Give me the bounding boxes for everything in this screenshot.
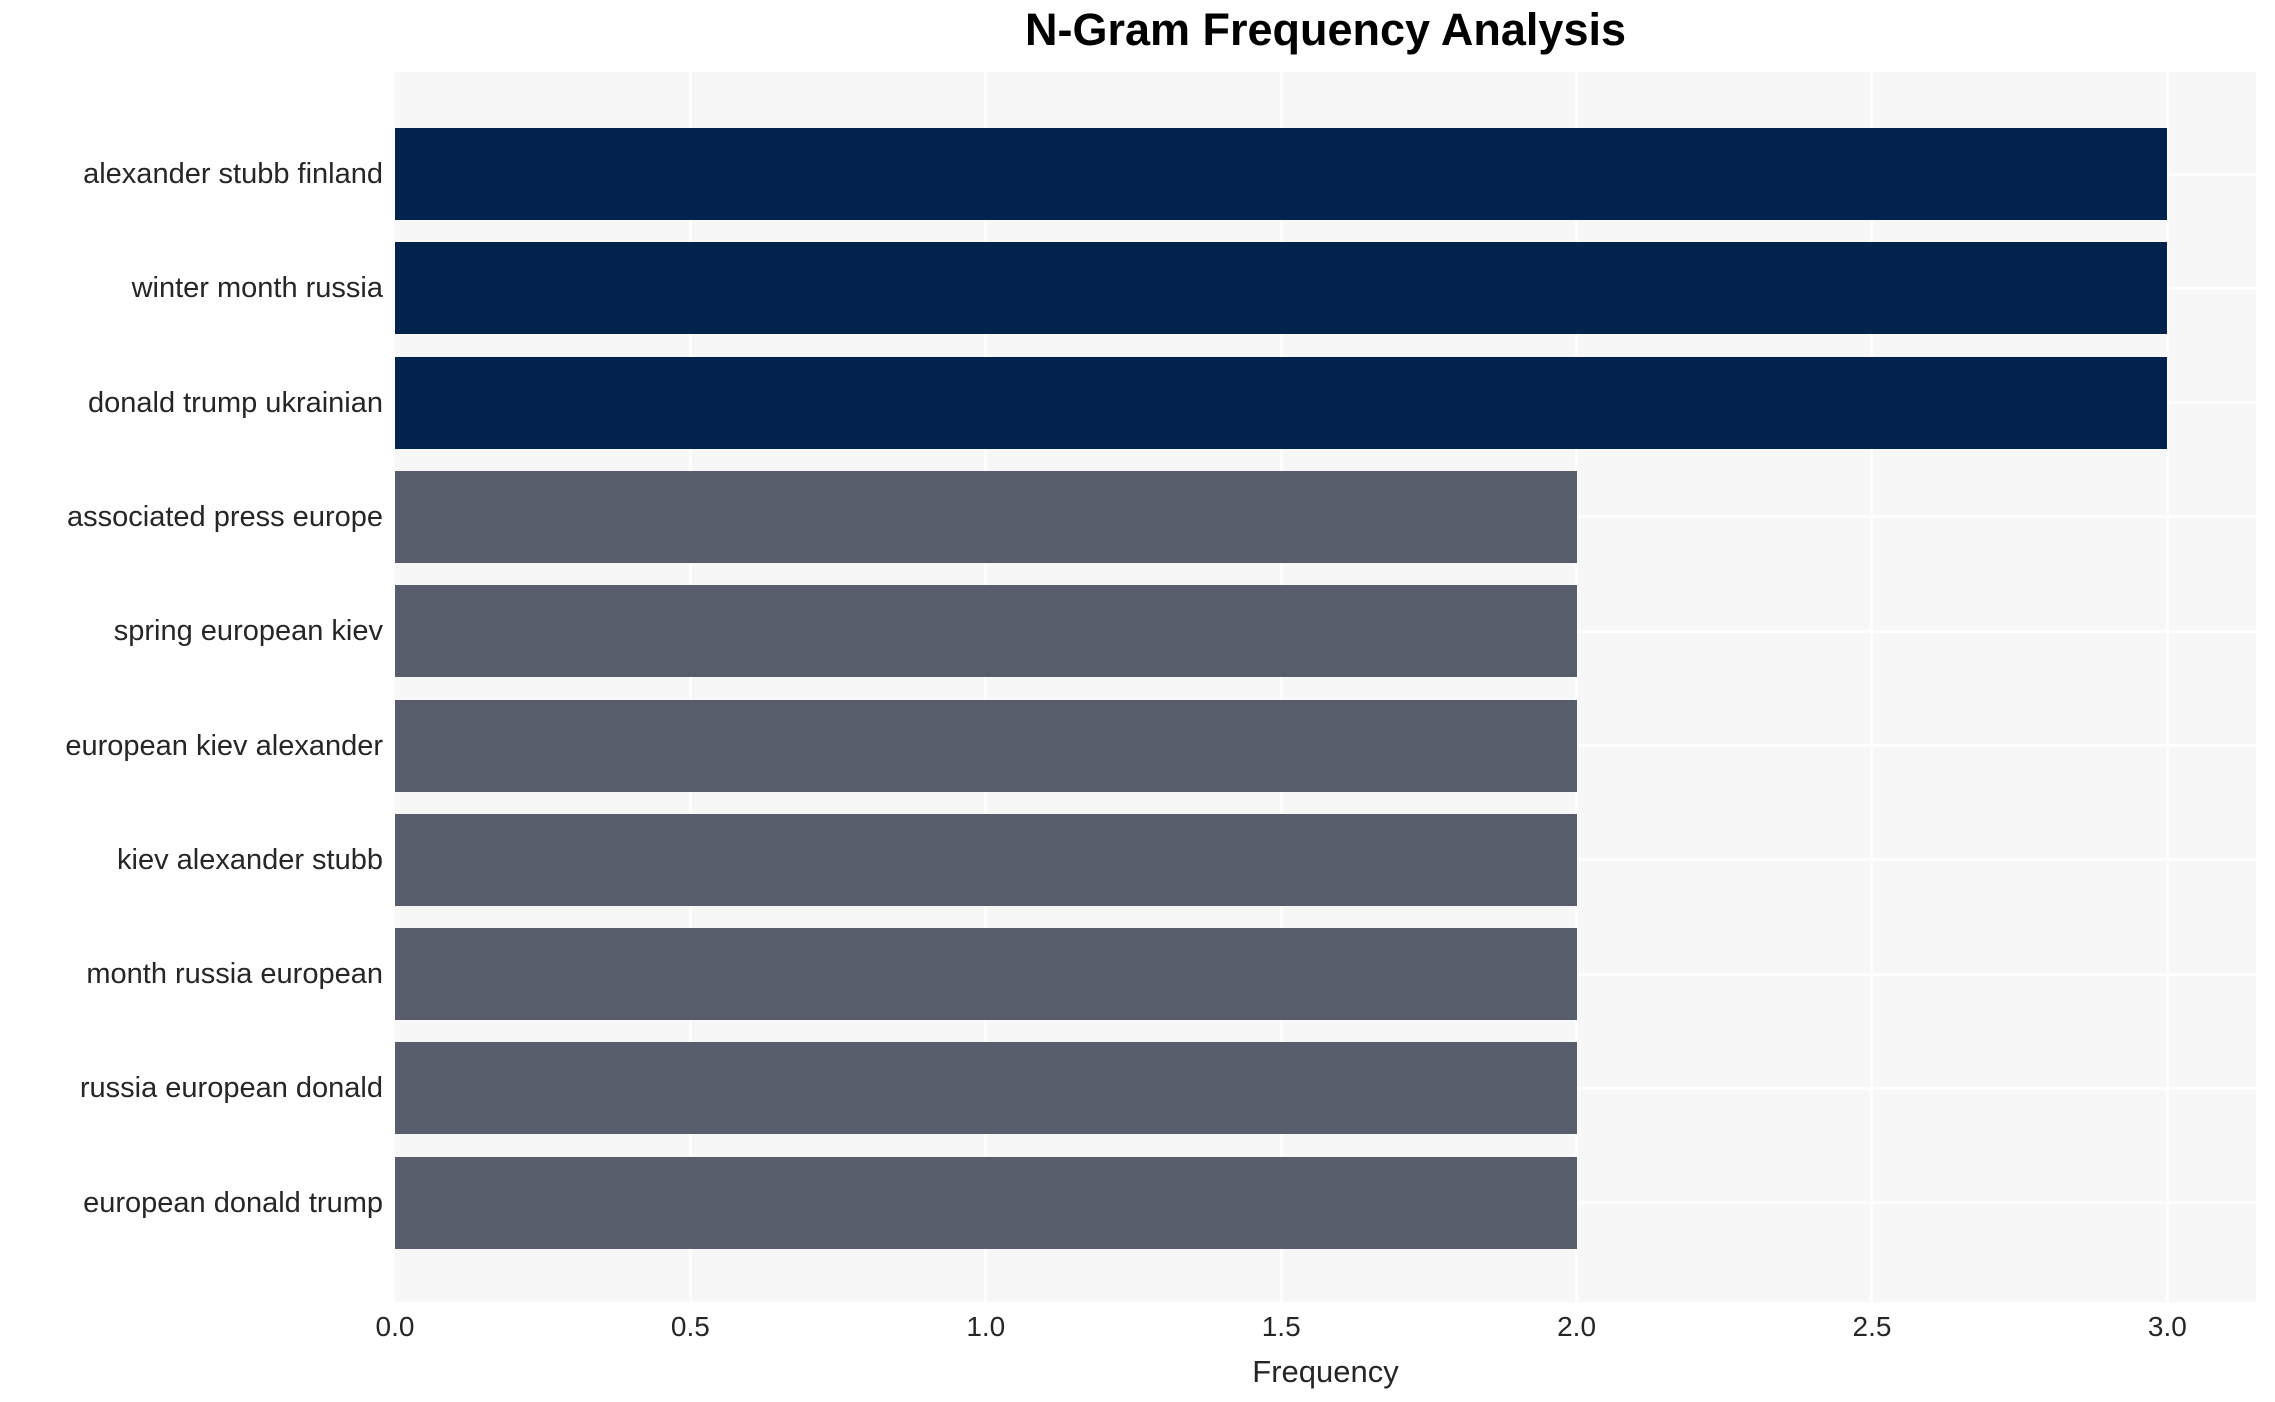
x-tick-label: 0.5 (670, 1311, 710, 1342)
bar (395, 585, 1577, 678)
bar (395, 242, 2168, 335)
plot-area (395, 72, 2256, 1302)
x-tick-label: 0.0 (375, 1311, 415, 1342)
bar (395, 128, 2168, 220)
category-label: kiev alexander stubb (117, 843, 383, 876)
category-label: month russia european (86, 958, 383, 991)
bar (395, 813, 1577, 906)
bar (395, 356, 2168, 449)
bar (395, 928, 1577, 1021)
category-label: european kiev alexander (65, 729, 383, 762)
category-label: spring european kiev (113, 615, 383, 648)
bar (395, 1042, 1577, 1135)
category-label: alexander stubb finland (83, 158, 383, 190)
x-grid-line (2165, 72, 2169, 1302)
x-tick-label: 2.0 (1557, 1311, 1597, 1342)
category-label: winter month russia (131, 272, 383, 305)
x-tick-label: 1.0 (966, 1311, 1006, 1342)
x-grid-line (1575, 72, 1579, 1302)
bar (395, 699, 1577, 792)
x-tick-label: 1.5 (1261, 1311, 1301, 1342)
chart-title: N-Gram Frequency Analysis (1024, 4, 1627, 55)
bar (395, 1156, 1577, 1249)
x-grid-line (1279, 72, 1283, 1302)
x-axis-title: Frequency (1252, 1354, 1399, 1389)
bar (395, 470, 1577, 563)
x-tick-label: 2.5 (1852, 1311, 1892, 1342)
category-label: european donald trump (83, 1186, 383, 1219)
x-grid-line (984, 72, 988, 1302)
x-grid-line (1870, 72, 1874, 1302)
x-tick-label: 3.0 (2147, 1311, 2187, 1342)
category-label: russia european donald (79, 1072, 383, 1105)
category-label: donald trump ukrainian (87, 386, 383, 419)
x-grid-line (688, 72, 692, 1302)
category-label: associated press europe (67, 500, 383, 533)
